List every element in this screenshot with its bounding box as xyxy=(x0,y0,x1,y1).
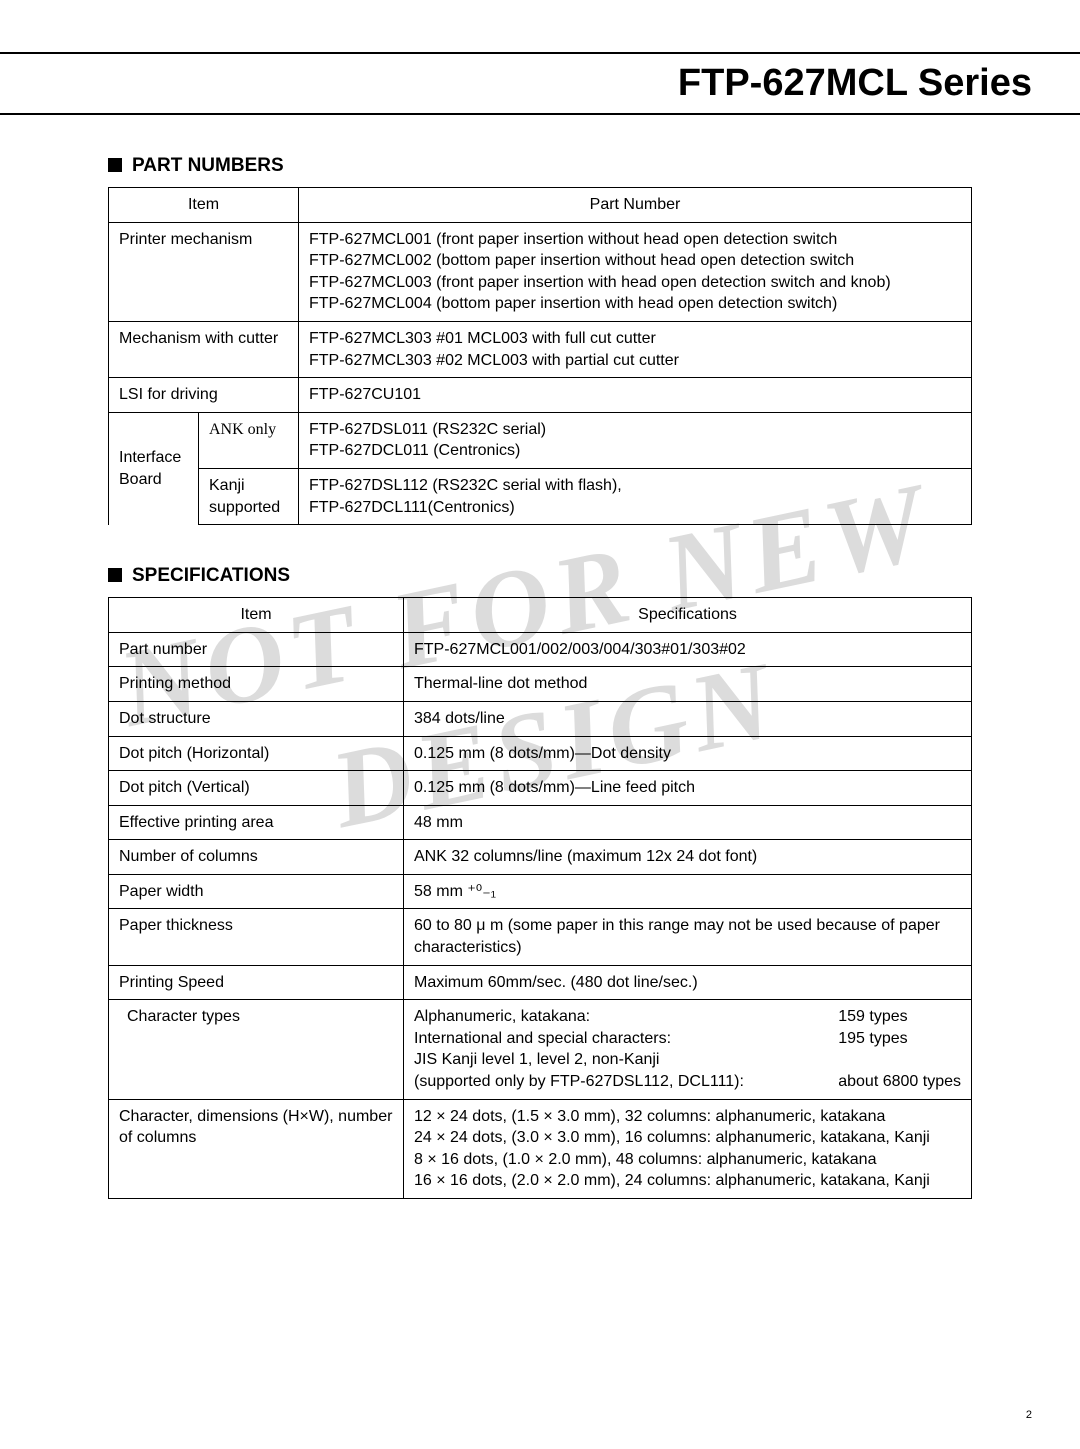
cell-item: Printer mechanism xyxy=(109,222,299,321)
table-row: LSI for driving FTP-627CU101 xyxy=(109,378,972,413)
table-row: Dot pitch (Horizontal)0.125 mm (8 dots/m… xyxy=(109,736,972,771)
t: (supported only by FTP-627DSL112, DCL111… xyxy=(414,1071,818,1093)
parts-heading-text: PART NUMBERS xyxy=(132,155,284,176)
table-row: Interface Board ANK only FTP-627DSL011 (… xyxy=(109,412,972,468)
cell-item: Mechanism with cutter xyxy=(109,321,299,377)
cell-sub: ANK only xyxy=(199,412,299,468)
cell-value: FTP-627CU101 xyxy=(299,378,972,413)
cell-value: FTP-627DSL011 (RS232C serial) FTP-627DCL… xyxy=(299,412,972,468)
specs-heading: SPECIFICATIONS xyxy=(108,565,972,587)
c: Character types xyxy=(109,1000,404,1099)
c: Maximum 60mm/sec. (480 dot line/sec.) xyxy=(404,965,972,1000)
c: Alphanumeric, katakana: 159 types Interna… xyxy=(404,1000,972,1099)
col-item: Item xyxy=(109,188,299,223)
table-row: Dot structure384 dots/line xyxy=(109,701,972,736)
t: about 6800 types xyxy=(838,1071,961,1093)
c: Part number xyxy=(109,632,404,667)
table-row: Character, dimensions (H×W), number of c… xyxy=(109,1099,972,1198)
t xyxy=(838,1049,961,1071)
page-title: FTP-627MCL Series xyxy=(678,62,1032,104)
c: Paper width xyxy=(109,874,404,909)
table-row: Character types Alphanumeric, katakana: 1… xyxy=(109,1000,972,1099)
parts-heading: PART NUMBERS xyxy=(108,155,972,177)
t: 159 types xyxy=(838,1006,961,1028)
table-row: Mechanism with cutter FTP-627MCL303 #01 … xyxy=(109,321,972,377)
c: 384 dots/line xyxy=(404,701,972,736)
table-row: Paper width58 mm ⁺⁰₋₁ xyxy=(109,874,972,909)
t: Alphanumeric, katakana: xyxy=(414,1006,818,1028)
c: 0.125 mm (8 dots/mm)—Line feed pitch xyxy=(404,771,972,806)
t: JIS Kanji level 1, level 2, non-Kanji xyxy=(414,1049,818,1071)
title-bar: FTP-627MCL Series xyxy=(0,52,1080,115)
table-header-row: Item Specifications xyxy=(109,598,972,633)
c: 60 to 80 μ m (some paper in this range m… xyxy=(404,909,972,965)
table-row: Dot pitch (Vertical)0.125 mm (8 dots/mm)… xyxy=(109,771,972,806)
table-row: Part numberFTP-627MCL001/002/003/004/303… xyxy=(109,632,972,667)
c: Dot pitch (Vertical) xyxy=(109,771,404,806)
cell-sub: Kanji supported xyxy=(199,468,299,524)
cell-item: LSI for driving xyxy=(109,378,299,413)
table-row: Number of columnsANK 32 columns/line (ma… xyxy=(109,840,972,875)
col-item: Item xyxy=(109,598,404,633)
c: Character, dimensions (H×W), number of c… xyxy=(109,1099,404,1198)
col-partnum: Part Number xyxy=(299,188,972,223)
square-bullet-icon xyxy=(108,568,122,582)
t: International and special characters: xyxy=(414,1028,818,1050)
t: 195 types xyxy=(838,1028,961,1050)
c: Paper thickness xyxy=(109,909,404,965)
parts-table: Item Part Number Printer mechanism FTP-6… xyxy=(108,187,972,525)
table-row: Kanji supported FTP-627DSL112 (RS232C se… xyxy=(109,468,972,524)
c: 12 × 24 dots, (1.5 × 3.0 mm), 32 columns… xyxy=(404,1099,972,1198)
cell-value: FTP-627MCL303 #01 MCL003 with full cut c… xyxy=(299,321,972,377)
square-bullet-icon xyxy=(108,158,122,172)
cell-item: Interface Board xyxy=(109,412,199,524)
table-row: Printer mechanism FTP-627MCL001 (front p… xyxy=(109,222,972,321)
table-row: Printing SpeedMaximum 60mm/sec. (480 dot… xyxy=(109,965,972,1000)
c: 58 mm ⁺⁰₋₁ xyxy=(404,874,972,909)
col-spec: Specifications xyxy=(404,598,972,633)
table-header-row: Item Part Number xyxy=(109,188,972,223)
c: Number of columns xyxy=(109,840,404,875)
specs-heading-text: SPECIFICATIONS xyxy=(132,565,290,586)
c: Printing method xyxy=(109,667,404,702)
c: 0.125 mm (8 dots/mm)—Dot density xyxy=(404,736,972,771)
c: Dot pitch (Horizontal) xyxy=(109,736,404,771)
page-number: 2 xyxy=(1026,1409,1032,1421)
cell-value: FTP-627DSL112 (RS232C serial with flash)… xyxy=(299,468,972,524)
c: ANK 32 columns/line (maximum 12x 24 dot … xyxy=(404,840,972,875)
cell-value: FTP-627MCL001 (front paper insertion wit… xyxy=(299,222,972,321)
table-row: Printing methodThermal-line dot method xyxy=(109,667,972,702)
specs-table: Item Specifications Part numberFTP-627MC… xyxy=(108,597,972,1199)
c: Effective printing area xyxy=(109,805,404,840)
table-row: Effective printing area48 mm xyxy=(109,805,972,840)
c: FTP-627MCL001/002/003/004/303#01/303#02 xyxy=(404,632,972,667)
c: Thermal-line dot method xyxy=(404,667,972,702)
c: 48 mm xyxy=(404,805,972,840)
c: Dot structure xyxy=(109,701,404,736)
table-row: Paper thickness60 to 80 μ m (some paper … xyxy=(109,909,972,965)
c: Printing Speed xyxy=(109,965,404,1000)
